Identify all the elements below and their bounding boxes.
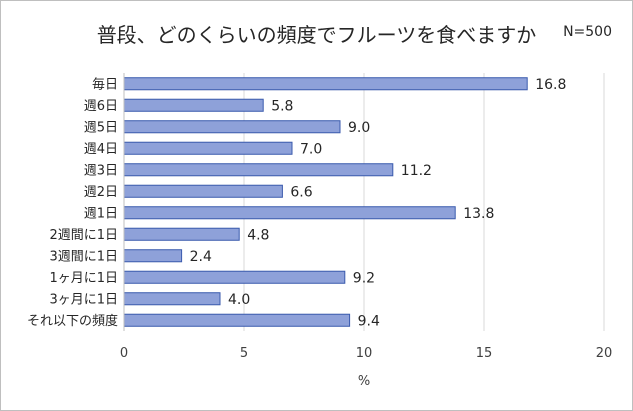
bar — [123, 141, 293, 155]
bar — [123, 249, 183, 263]
category-label: 週5日 — [84, 120, 118, 135]
sample-size-label: N=500 — [563, 24, 612, 40]
chart-title: 普段、どのくらいの頻度でフルーツを食べますか — [96, 23, 537, 47]
category-label: 週6日 — [84, 99, 118, 114]
bar — [123, 120, 341, 134]
data-label: 4.0 — [228, 292, 250, 308]
data-label: 6.6 — [290, 184, 312, 200]
bar — [123, 227, 240, 241]
category-label: 週2日 — [84, 185, 118, 200]
x-tick-label: 15 — [476, 346, 493, 361]
data-label: 11.2 — [401, 163, 432, 179]
data-label: 9.2 — [353, 270, 375, 286]
data-label: 9.0 — [348, 120, 370, 136]
category-label: 3ヶ月に1日 — [49, 292, 118, 307]
data-label: 9.4 — [358, 313, 380, 329]
bar — [123, 270, 346, 284]
bar — [123, 313, 351, 327]
bar — [123, 163, 394, 177]
bar — [123, 184, 283, 198]
x-tick-label: 20 — [596, 346, 613, 361]
bar — [123, 77, 528, 91]
category-label: 毎日 — [92, 76, 118, 92]
data-label: 13.8 — [463, 206, 494, 222]
category-label: 1ヶ月に1日 — [49, 271, 118, 286]
data-label: 7.0 — [300, 141, 322, 157]
category-label: それ以下の頻度 — [27, 313, 118, 329]
category-label: 週4日 — [84, 142, 118, 157]
category-label: 2週間に1日 — [49, 228, 118, 243]
x-axis-title: % — [358, 374, 370, 389]
bar — [123, 292, 221, 306]
data-label: 16.8 — [535, 77, 566, 93]
bar — [123, 98, 264, 112]
category-label: 3週間に1日 — [49, 249, 118, 264]
category-label: 週3日 — [84, 163, 118, 178]
x-tick-label: 10 — [356, 346, 373, 361]
x-tick-label: 5 — [240, 346, 248, 361]
data-label: 5.8 — [271, 98, 293, 114]
bar — [123, 206, 456, 220]
data-label: 4.8 — [247, 227, 269, 243]
data-label: 2.4 — [190, 249, 212, 265]
x-tick-label: 0 — [120, 346, 128, 361]
category-label: 週1日 — [84, 206, 118, 221]
